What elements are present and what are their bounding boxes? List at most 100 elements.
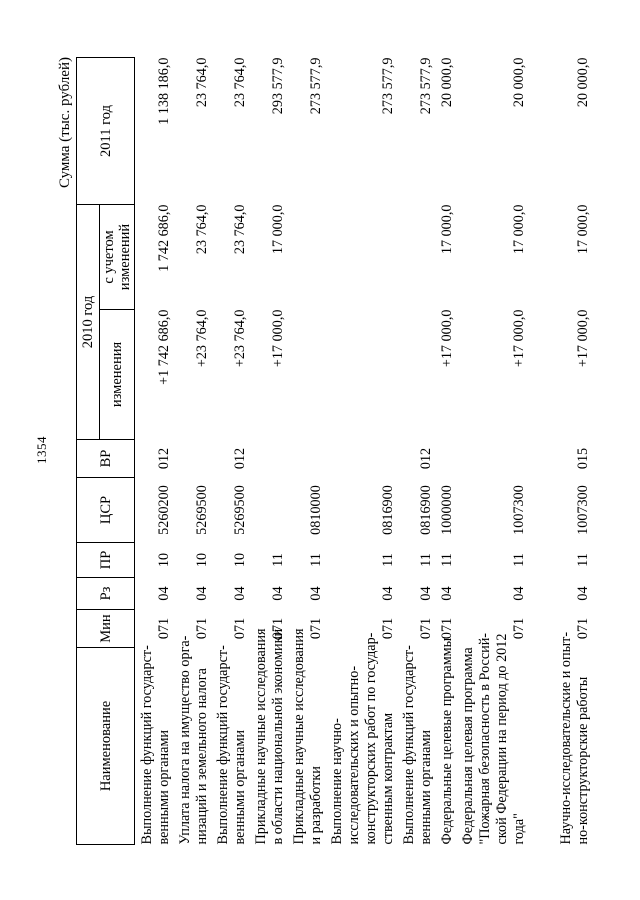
table-row: Выполнение функций государст- венными ор… [211, 57, 249, 844]
y2011-cell: 23 764,0 [194, 57, 211, 108]
name-cell: Выполнение функций государст- венными ор… [215, 645, 249, 845]
vr-cell: 012 [156, 447, 173, 470]
name-cell: Федеральная целевая программа "Пожарная … [460, 632, 528, 845]
header-row-1: Наименование Мин Рз ПР ЦСР ВР 2010 год 2… [76, 57, 135, 845]
pr-cell: 10 [232, 552, 249, 568]
name-cell: Уплата налога на имущество орга- низаций… [177, 635, 211, 845]
column-header-vr: ВР [76, 439, 135, 478]
csr-cell: 5269500 [194, 485, 211, 535]
y2011-cell: 20 000,0 [439, 57, 456, 108]
y2011-cell: 273 577,9 [418, 57, 435, 115]
vr-cell: 012 [418, 447, 435, 470]
column-header-min: Мин [76, 609, 135, 648]
pr-cell: 11 [418, 553, 435, 567]
table-row: Выполнение научно- исследовательских и о… [325, 57, 397, 844]
table-row: Выполнение функций государст- венными ор… [397, 57, 435, 844]
vr-cell [249, 440, 287, 478]
with-changes-cell: 23 764,0 [194, 204, 211, 255]
min-cell: 071 [232, 617, 249, 640]
changes-cell: +17 000,0 [439, 309, 456, 368]
page-number: 1354 [34, 436, 49, 464]
min-cell: 071 [380, 617, 397, 640]
rz-cell: 04 [270, 586, 287, 601]
rz-cell: 04 [308, 586, 325, 601]
pr-cell: 11 [380, 553, 397, 567]
changes-cell: +17 000,0 [511, 309, 528, 368]
name-cell: Выполнение научно- исследовательских и о… [329, 632, 397, 845]
name-cell: Прикладные научные исследования и разраб… [291, 628, 325, 845]
vr-cell [435, 440, 456, 478]
column-header-with-changes: с учетом изменений [99, 204, 135, 310]
pr-cell: 11 [270, 553, 287, 567]
name-cell: Федеральные целевые программы [439, 637, 456, 845]
pr-cell: 10 [194, 552, 211, 568]
pr-cell: 11 [511, 553, 528, 567]
rz-cell: 04 [380, 586, 397, 601]
rz-cell: 04 [232, 586, 249, 601]
changes-cell: +17 000,0 [270, 309, 287, 368]
y2011-cell: 20 000,0 [575, 57, 592, 108]
changes-cell [397, 310, 435, 440]
table-row: Выполнение функций государст- венными ор… [135, 57, 174, 844]
changes-cell: +23 764,0 [194, 309, 211, 368]
table-row: Научно-исследовательские и опыт- но-конс… [528, 57, 592, 844]
units-label: Сумма (тыс. рублей) [57, 57, 73, 189]
changes-cell: +17 000,0 [575, 309, 592, 368]
changes-cell: +23 764,0 [232, 309, 249, 368]
changes-cell [287, 310, 325, 440]
y2011-cell: 273 577,9 [380, 57, 397, 115]
rz-cell: 04 [194, 586, 211, 601]
vr-cell: 015 [575, 447, 592, 470]
column-header-2010: 2010 год [76, 204, 100, 440]
vr-cell: 012 [232, 447, 249, 470]
csr-cell: 5260200 [156, 485, 173, 535]
rz-cell: 04 [511, 586, 528, 601]
y2011-cell: 1 138 186,0 [156, 57, 173, 125]
table-row: Прикладные научные исследования в област… [249, 57, 287, 844]
csr-cell: 1000000 [439, 485, 456, 535]
name-cell: Выполнение функций государст- венными ор… [139, 645, 173, 845]
column-header-rz: Рз [76, 577, 135, 610]
y2011-cell: 20 000,0 [511, 57, 528, 108]
rz-cell: 04 [418, 586, 435, 601]
column-header-name: Наименование [76, 647, 135, 845]
budget-table: Наименование Мин Рз ПР ЦСР ВР 2010 год 2… [76, 57, 592, 845]
column-header-changes: изменения [99, 309, 135, 440]
name-cell: Выполнение функций государст- венными ор… [401, 645, 435, 845]
vr-cell [456, 440, 528, 478]
y2011-cell: 23 764,0 [232, 57, 249, 108]
pr-cell: 11 [575, 553, 592, 567]
pr-cell: 11 [308, 553, 325, 567]
csr-cell: 1007300 [575, 485, 592, 535]
rz-cell: 04 [439, 586, 456, 601]
with-changes-cell [325, 204, 397, 309]
with-changes-cell: 17 000,0 [270, 204, 287, 255]
y2011-cell: 293 577,9 [270, 57, 287, 115]
table-row: Прикладные научные исследования и разраб… [287, 57, 325, 844]
vr-cell [325, 440, 397, 478]
vr-cell [173, 440, 211, 478]
changes-cell [325, 310, 397, 440]
changes-cell: +1 742 686,0 [156, 309, 173, 385]
csr-cell: 1007300 [511, 485, 528, 535]
csr-cell [249, 478, 287, 543]
table-row: Уплата налога на имущество орга- низаций… [173, 57, 211, 844]
csr-cell: 0810000 [308, 485, 325, 535]
with-changes-cell [397, 204, 435, 309]
with-changes-cell: 17 000,0 [439, 204, 456, 255]
name-cell: Прикладные научные исследования в област… [253, 628, 287, 845]
y2011-cell: 273 577,9 [308, 57, 325, 115]
column-header-2011: 2011 год [76, 57, 135, 205]
column-header-pr: ПР [76, 542, 135, 578]
csr-cell: 0816900 [380, 485, 397, 535]
with-changes-cell: 17 000,0 [511, 204, 528, 255]
table-row: Федеральные целевые программы 071 04 11 … [435, 57, 456, 844]
min-cell: 071 [418, 617, 435, 640]
pr-cell: 10 [156, 552, 173, 568]
with-changes-cell: 1 742 686,0 [156, 204, 173, 272]
pr-cell: 11 [439, 553, 456, 567]
csr-cell: 0816900 [418, 485, 435, 535]
csr-cell: 5269500 [232, 485, 249, 535]
